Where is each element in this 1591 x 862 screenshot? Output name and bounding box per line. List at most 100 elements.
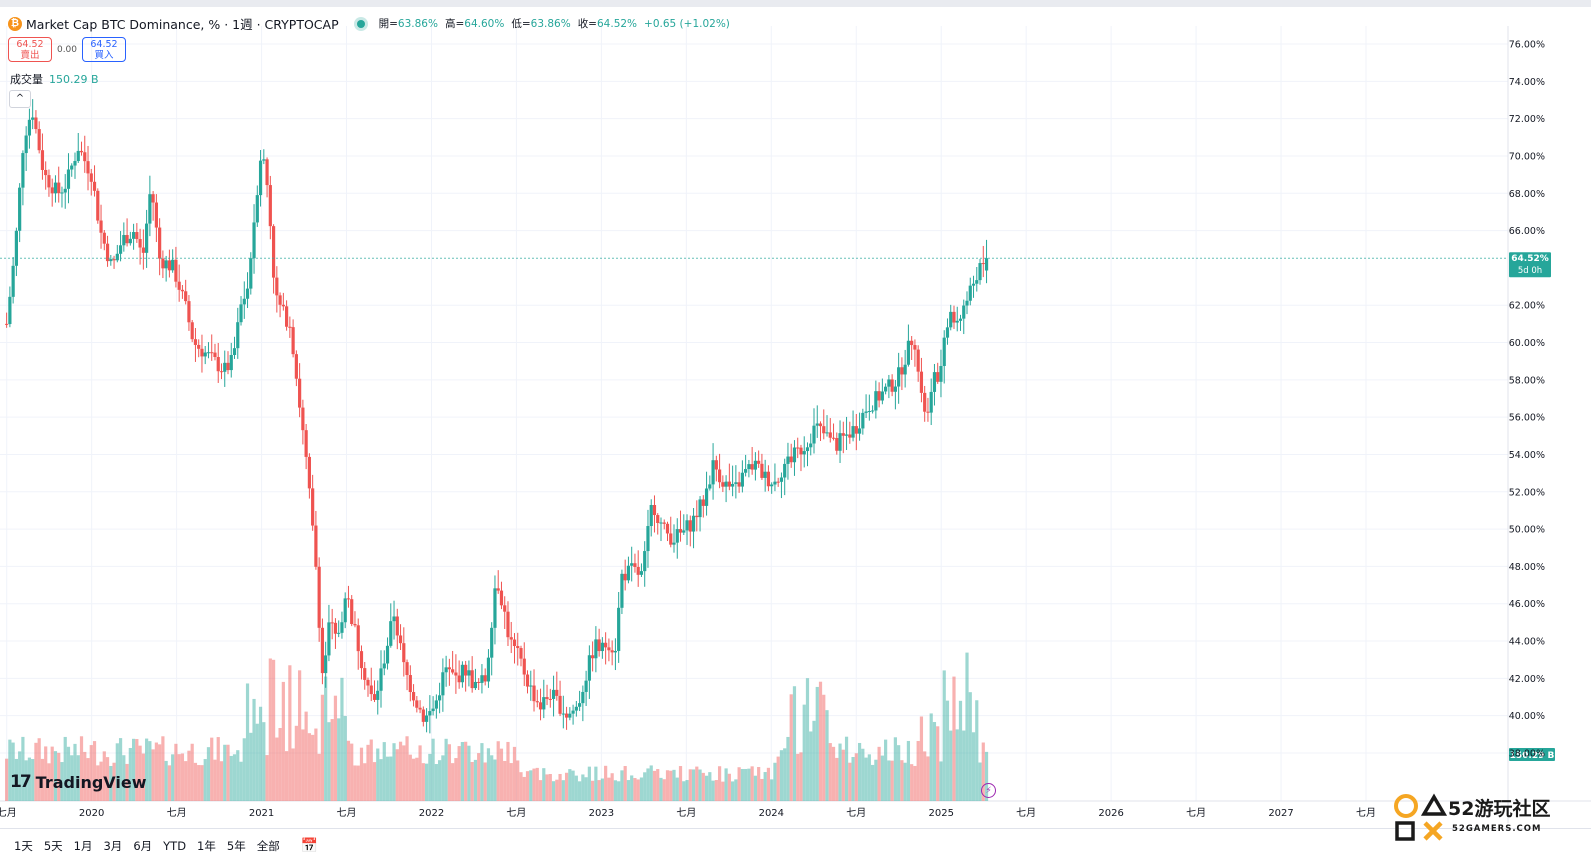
collapse-legend-button[interactable]: ^ (9, 90, 31, 108)
candle-body (877, 391, 881, 401)
open-value: 63.86% (397, 18, 438, 30)
volume-bar (271, 659, 276, 801)
candle (958, 314, 963, 331)
candle-body (662, 522, 666, 524)
candle-body (177, 281, 181, 290)
volume-bar (630, 775, 634, 801)
watermark-logo-icon (1394, 793, 1448, 841)
range-all[interactable]: 全部 (256, 838, 280, 853)
y-axis[interactable]: 76.00% 74.00% 72.00% 70.00% 68.00% 66.00% 62.0… (1509, 40, 1545, 760)
candle (509, 621, 513, 654)
symbol-legend[interactable]: ₿ Market Cap BTC Dominance, % · 1週 · CRY… (8, 14, 730, 33)
candle (851, 410, 855, 442)
candle-body (923, 392, 927, 412)
candle (916, 345, 920, 382)
volume-bar (659, 777, 663, 801)
candle (617, 591, 621, 663)
candle (815, 405, 819, 438)
volume-bar (389, 756, 393, 801)
volume-bar (884, 739, 888, 801)
candle-body (564, 713, 569, 718)
candle-body (685, 520, 689, 531)
candle (125, 218, 129, 247)
btc-icon: ₿ (8, 16, 22, 31)
candle-body (499, 590, 504, 606)
y-tick-label: 72.00% (1509, 114, 1545, 125)
y-tick-label: 62.00% (1509, 301, 1545, 312)
range-6m[interactable]: 6月 (133, 838, 153, 853)
candle (955, 306, 959, 332)
volume-bar (421, 763, 425, 801)
candle (73, 152, 77, 179)
candle (610, 640, 614, 666)
candle-body (695, 515, 699, 518)
volume-bar (206, 747, 211, 801)
volume-bar (34, 742, 38, 801)
range-5d[interactable]: 5天 (43, 838, 63, 853)
volume-bar (656, 769, 660, 801)
candle (451, 650, 455, 675)
volume-bar (831, 746, 836, 801)
buy-button[interactable]: 64.52 買入 (82, 37, 126, 62)
candle-body (135, 232, 139, 240)
sell-button[interactable]: 64.52 賣出 (8, 37, 52, 62)
candle-body (854, 426, 858, 434)
volume-bar (53, 751, 58, 801)
volume-bar (724, 768, 728, 801)
price-chart[interactable]: 64.52% 5d 0h 150.29 B 76.00% 74.00% 72.00% 70… (0, 7, 1591, 825)
candle-body (831, 437, 836, 439)
candle (115, 244, 119, 263)
symbol-title[interactable]: Market Cap BTC Dominance, % · 1週 · CRYPT… (26, 17, 339, 32)
calendar-icon[interactable]: 📅 (300, 837, 319, 854)
volume-bar (555, 779, 559, 801)
candle-body (984, 258, 989, 271)
y-tick-label: 50.00% (1509, 525, 1545, 536)
range-1y[interactable]: 1年 (197, 838, 216, 853)
volume-bar (926, 756, 930, 801)
range-1m[interactable]: 1月 (73, 838, 93, 853)
candle (434, 694, 438, 719)
volume-bar (167, 765, 172, 801)
candle (942, 330, 946, 384)
candle (532, 669, 536, 712)
range-1d[interactable]: 1天 (14, 838, 33, 853)
candle-body (678, 529, 683, 533)
range-ytd[interactable]: YTD (163, 838, 187, 853)
candle-body (317, 566, 321, 628)
volume-bars (5, 652, 989, 801)
candle (122, 222, 126, 252)
volume-label: 成交量 (10, 73, 43, 86)
candle-body (594, 639, 598, 659)
volume-bar (610, 773, 614, 801)
candle-body (395, 616, 399, 636)
volume-bar (158, 744, 162, 801)
volume-legend[interactable]: 成交量 150.29 B (10, 71, 99, 87)
range-5y[interactable]: 5年 (226, 838, 246, 853)
candle-body (574, 706, 578, 711)
y-tick-label: 40.00% (1509, 711, 1545, 722)
volume-bar (229, 755, 233, 801)
candle-body (158, 227, 162, 259)
candle (910, 336, 914, 361)
candle-body (411, 692, 416, 701)
candle-body (747, 464, 751, 470)
candle (548, 688, 552, 708)
candle-body (962, 305, 966, 319)
volume-bar (480, 743, 484, 801)
x-axis[interactable]: 七月 2020 七月 2021 七月 2022 七月 2023 七月 2024 七月 2025 七月 20… (0, 807, 1376, 819)
volume-bar (965, 652, 969, 801)
candle-body (597, 639, 601, 652)
range-3m[interactable]: 3月 (103, 838, 123, 853)
tradingview-logo[interactable]: 17 TradingView (10, 772, 147, 792)
volume-bar (672, 769, 676, 801)
candle (770, 482, 774, 494)
volume-bar (291, 748, 295, 801)
candle (392, 600, 396, 640)
flash-icon[interactable]: ⚡ (981, 783, 996, 798)
candle-body (770, 484, 774, 487)
volume-bar (31, 759, 35, 801)
volume-bar (802, 704, 806, 801)
volume-bar (190, 743, 194, 801)
market-status-icon[interactable] (356, 19, 365, 28)
candle-body (112, 259, 116, 261)
